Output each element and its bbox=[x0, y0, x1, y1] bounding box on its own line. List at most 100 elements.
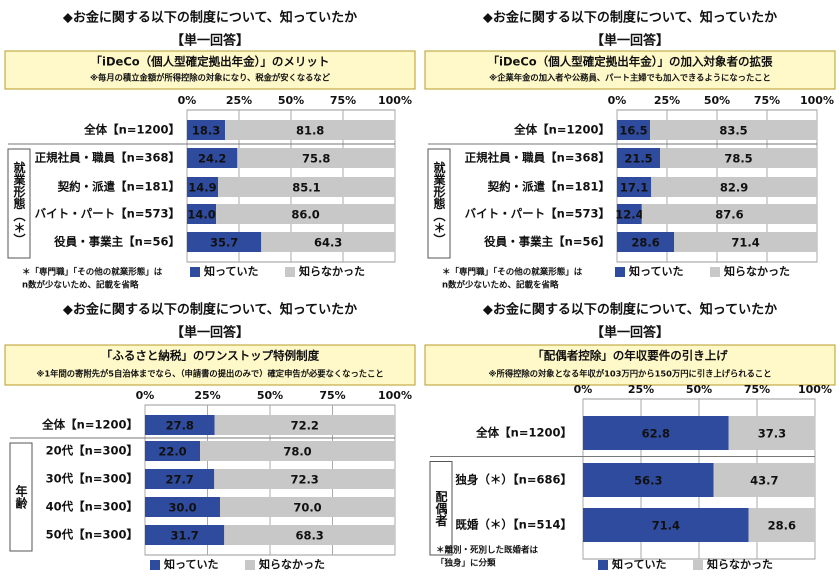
footnote: 「独身」に分類 bbox=[436, 558, 496, 569]
y-tick-label: 独身（＊）【n=686】 bbox=[455, 473, 572, 487]
y-tick-label: 契約・派遣【n=181】 bbox=[57, 180, 180, 194]
legend-label: 知っていた bbox=[611, 557, 666, 571]
y-tick-label: 役員・事業主【n=56】 bbox=[484, 235, 610, 249]
value-label: 21.5 bbox=[624, 152, 652, 166]
bar-segment bbox=[214, 469, 395, 489]
legend-label: 知らなかった bbox=[258, 557, 325, 571]
bar-segment bbox=[650, 120, 817, 140]
legend-label: 知らなかった bbox=[723, 264, 790, 278]
box-title: 「ふるさと納税」のワンストップ特例制度 bbox=[101, 349, 320, 363]
bar-segment bbox=[145, 469, 215, 489]
x-tick-label: 100% bbox=[800, 94, 834, 107]
chart-title: ◆お金に関する以下の制度について、知っていたか bbox=[483, 302, 777, 318]
value-label: 22.0 bbox=[158, 445, 186, 459]
bar-segment bbox=[145, 497, 220, 517]
legend-label: 知っていた bbox=[163, 557, 218, 571]
y-tick-label: 全体【n=1200】 bbox=[513, 123, 610, 137]
box-note: ※所得控除の対象となる年収が103万円から150万円に引き上げられること bbox=[488, 369, 771, 379]
y-tick-label: 全体【n=1200】 bbox=[83, 123, 180, 137]
y-tick-label: 全体【n=1200】 bbox=[475, 426, 572, 440]
value-label: 14.0 bbox=[187, 208, 215, 222]
value-label: 71.4 bbox=[731, 236, 759, 250]
legend-swatch bbox=[190, 267, 200, 277]
chart-title: ◆お金に関する以下の制度について、知っていたか bbox=[483, 10, 777, 26]
x-tick-label: 25% bbox=[654, 94, 680, 107]
bar-segment bbox=[214, 415, 395, 435]
value-label: 16.5 bbox=[619, 124, 647, 138]
y-tick-label: 30代【n=300】 bbox=[46, 472, 138, 486]
bar-segment bbox=[641, 204, 817, 224]
x-tick-label: 0% bbox=[608, 94, 627, 107]
box-note: ※企業年金の加入者や公務員、パート主婦でも加入できるようになったこと bbox=[489, 73, 771, 83]
value-label: 43.7 bbox=[750, 474, 778, 488]
legend-swatch bbox=[150, 560, 160, 570]
value-label: 62.8 bbox=[642, 427, 670, 441]
x-tick-label: 100% bbox=[378, 389, 412, 402]
chart-panel: ◆お金に関する以下の制度について、知っていたか【単一回答】「ふるさと納税」のワン… bbox=[4, 302, 416, 571]
bar-segment bbox=[261, 232, 395, 252]
x-tick-label: 25% bbox=[226, 94, 252, 107]
legend-swatch bbox=[598, 560, 608, 570]
value-label: 24.2 bbox=[198, 152, 226, 166]
value-label: 72.2 bbox=[291, 419, 319, 433]
chart-subtitle: 【単一回答】 bbox=[171, 33, 249, 49]
title-box bbox=[424, 50, 836, 90]
bar-segment bbox=[216, 204, 395, 224]
x-tick-label: 50% bbox=[704, 94, 730, 107]
x-tick-label: 75% bbox=[744, 383, 770, 396]
bar-segment bbox=[713, 463, 815, 497]
value-label: 64.3 bbox=[314, 236, 342, 250]
x-tick-label: 0% bbox=[574, 383, 593, 396]
bar-segment bbox=[728, 416, 816, 450]
value-label: 28.6 bbox=[768, 519, 796, 533]
x-tick-label: 75% bbox=[754, 94, 780, 107]
bar-segment bbox=[145, 441, 200, 461]
legend-swatch bbox=[615, 267, 625, 277]
group-label: 就業形態（＊） bbox=[12, 160, 26, 245]
value-label: 72.3 bbox=[290, 473, 318, 487]
bar-segment bbox=[187, 148, 238, 168]
chart-title: ◆お金に関する以下の制度について、知っていたか bbox=[63, 302, 357, 318]
bar-segment bbox=[145, 415, 215, 435]
value-label: 56.3 bbox=[634, 474, 662, 488]
bar-segment bbox=[660, 148, 817, 168]
legend-label: 知っていた bbox=[203, 264, 258, 278]
title-box bbox=[4, 344, 416, 386]
chart-panel: ◆お金に関する以下の制度について、知っていたか【単一回答】「iDeCo（個人型確… bbox=[4, 10, 416, 291]
box-title: 「iDeCo（個人型確定拠出年金）」のメリット bbox=[91, 55, 330, 69]
value-label: 75.8 bbox=[302, 152, 330, 166]
chart-panel: ◆お金に関する以下の制度について、知っていたか【単一回答】「iDeCo（個人型確… bbox=[424, 10, 836, 291]
value-label: 86.0 bbox=[291, 208, 319, 222]
y-tick-label: 役員・事業主【n=56】 bbox=[54, 235, 180, 249]
legend-swatch bbox=[710, 267, 720, 277]
bar-segment bbox=[583, 463, 714, 497]
bar-segment bbox=[237, 148, 395, 168]
bar-segment bbox=[617, 177, 652, 197]
x-tick-label: 0% bbox=[136, 389, 155, 402]
y-tick-label: 50代【n=300】 bbox=[46, 528, 138, 542]
bar-segment bbox=[617, 120, 650, 140]
y-tick-label: 40代【n=300】 bbox=[46, 500, 138, 514]
bar-segment bbox=[617, 148, 660, 168]
group-label: 就業形態（＊） bbox=[432, 160, 446, 245]
bar-segment bbox=[583, 508, 749, 542]
value-label: 83.5 bbox=[719, 124, 747, 138]
bar-segment bbox=[674, 232, 817, 252]
title-box bbox=[424, 344, 836, 386]
title-box bbox=[4, 50, 416, 90]
bar-segment bbox=[187, 177, 218, 197]
value-label: 68.3 bbox=[295, 529, 323, 543]
y-tick-label: バイト・パート【n=573】 bbox=[465, 207, 610, 221]
y-tick-label: 契約・派遣【n=181】 bbox=[487, 180, 610, 194]
value-label: 35.7 bbox=[210, 236, 238, 250]
bar-segment bbox=[224, 525, 395, 545]
bar-segment bbox=[187, 232, 262, 252]
x-tick-label: 25% bbox=[628, 383, 654, 396]
x-tick-label: 0% bbox=[178, 94, 197, 107]
legend-swatch bbox=[693, 560, 703, 570]
footnote: n数が少ないため、記載を省略 bbox=[442, 280, 559, 291]
group-label: 年齢 bbox=[14, 484, 28, 510]
chart-subtitle: 【単一回答】 bbox=[591, 33, 669, 49]
value-label: 78.5 bbox=[724, 152, 752, 166]
y-tick-label: バイト・パート【n=573】 bbox=[35, 207, 180, 221]
